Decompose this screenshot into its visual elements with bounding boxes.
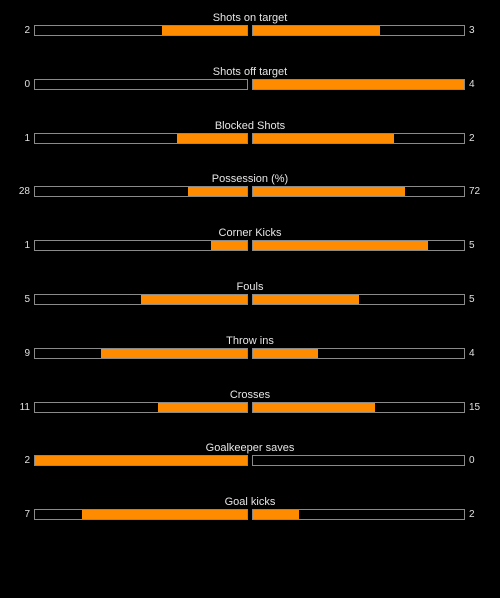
stat-label: Shots on target [212, 12, 288, 24]
home-bar-fill [162, 26, 247, 35]
home-value: 11 [19, 402, 30, 413]
away-bar-fill [253, 80, 464, 89]
away-bar [252, 186, 465, 197]
stat-row: Crosses 11 15 [0, 388, 500, 428]
away-bar-fill [253, 510, 300, 519]
away-value: 2 [469, 133, 475, 144]
away-bar-fill [253, 187, 405, 196]
away-bar [252, 25, 465, 36]
away-bar [252, 240, 465, 251]
away-value: 4 [469, 348, 475, 359]
away-bar-fill [253, 403, 376, 412]
stat-label: Goal kicks [224, 496, 276, 508]
home-value: 0 [24, 79, 30, 90]
home-bar [34, 25, 248, 36]
stat-label: Throw ins [226, 335, 274, 347]
away-value: 15 [469, 402, 481, 413]
home-bar-fill [100, 349, 247, 358]
away-bar-fill [253, 349, 319, 358]
home-bar [34, 509, 248, 520]
away-bar [252, 294, 465, 305]
away-value: 5 [469, 294, 475, 305]
home-bar-fill [141, 295, 247, 304]
home-value: 2 [24, 455, 30, 466]
stat-row: Corner Kicks 1 5 [0, 226, 500, 266]
away-value: 3 [469, 25, 475, 36]
home-value: 28 [18, 186, 30, 197]
home-value: 1 [24, 240, 30, 251]
home-value: 2 [24, 25, 30, 36]
home-bar-fill [177, 134, 247, 143]
away-bar-fill [253, 295, 359, 304]
stat-label: Fouls [236, 281, 264, 293]
away-value: 0 [469, 455, 475, 466]
away-value: 72 [469, 186, 481, 197]
home-bar [34, 455, 248, 466]
home-bar [34, 79, 248, 90]
stat-label: Crosses [229, 389, 271, 401]
home-value: 1 [24, 133, 30, 144]
away-bar [252, 402, 465, 413]
stat-label: Blocked Shots [214, 120, 286, 132]
stat-row: Goal kicks 7 2 [0, 495, 500, 535]
away-value: 2 [469, 509, 475, 520]
stat-label: Possession (%) [211, 173, 289, 185]
stat-row: Possession (%) 28 72 [0, 172, 500, 212]
home-bar [34, 294, 248, 305]
stat-label: Shots off target [212, 66, 288, 78]
away-bar-fill [253, 26, 380, 35]
home-bar [34, 402, 248, 413]
home-value: 7 [24, 509, 30, 520]
away-bar [252, 455, 465, 466]
stat-label: Corner Kicks [218, 227, 282, 239]
away-bar [252, 133, 465, 144]
away-bar-fill [253, 134, 395, 143]
home-bar-fill [157, 403, 247, 412]
stat-row: Throw ins 9 4 [0, 334, 500, 374]
home-bar-fill [81, 510, 247, 519]
home-bar-fill [187, 187, 247, 196]
stat-row: Fouls 5 5 [0, 280, 500, 320]
stat-row: Shots off target 0 4 [0, 65, 500, 105]
home-bar-fill [35, 456, 247, 465]
home-bar [34, 240, 248, 251]
stat-label: Goalkeeper saves [205, 442, 295, 454]
away-value: 4 [469, 79, 475, 90]
home-value: 5 [24, 294, 30, 305]
away-value: 5 [469, 240, 475, 251]
away-bar [252, 509, 465, 520]
away-bar-fill [253, 241, 429, 250]
home-bar-fill [210, 241, 247, 250]
away-bar [252, 348, 465, 359]
home-value: 9 [24, 348, 30, 359]
home-bar [34, 133, 248, 144]
stat-row: Blocked Shots 1 2 [0, 119, 500, 159]
away-bar [252, 79, 465, 90]
home-bar [34, 186, 248, 197]
stat-row: Goalkeeper saves 2 0 [0, 441, 500, 481]
stat-row: Shots on target 2 3 [0, 11, 500, 51]
home-bar [34, 348, 248, 359]
